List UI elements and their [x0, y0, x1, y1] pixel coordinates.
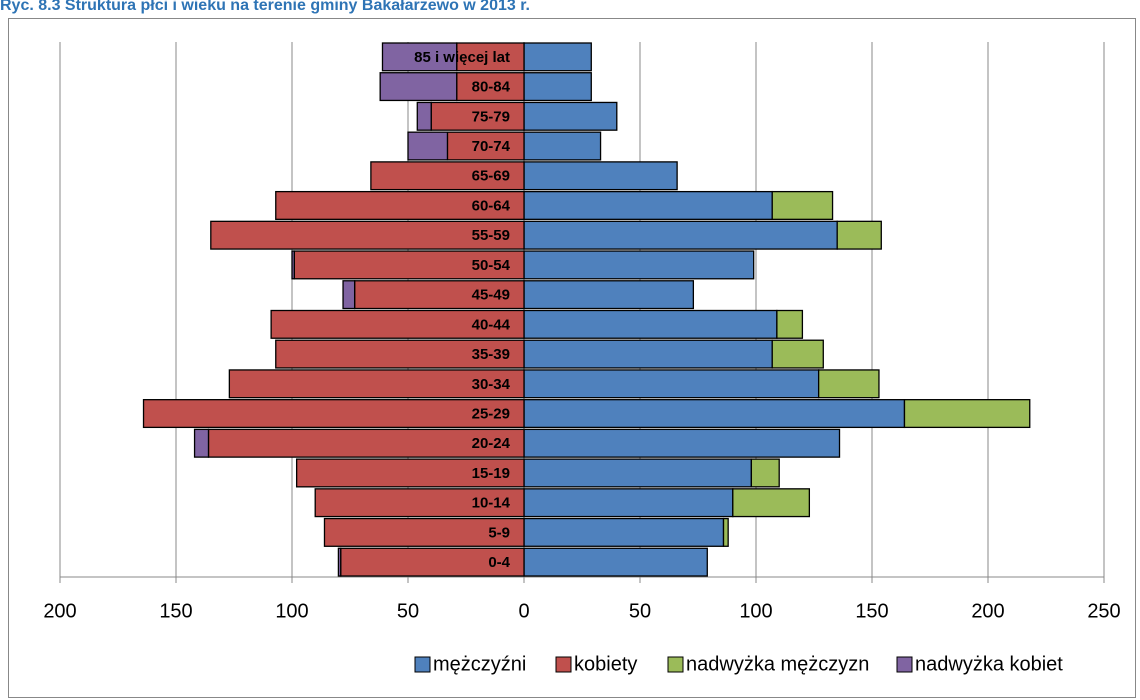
x-tick-label: 50: [397, 600, 419, 622]
category-label: 45-49: [472, 287, 510, 304]
category-label: 30-34: [472, 376, 511, 393]
category-label: 20-24: [472, 435, 511, 452]
legend-swatch: [667, 656, 684, 673]
bar: [523, 42, 592, 72]
x-tick-label: 150: [159, 600, 192, 622]
bar: [523, 190, 773, 220]
bar: [342, 280, 356, 310]
x-tick-label: 200: [971, 600, 1004, 622]
bar: [295, 458, 525, 488]
bar: [275, 339, 525, 369]
legend-label: nadwyżka kobiet: [915, 653, 1063, 675]
bar: [407, 131, 449, 161]
bar: [446, 131, 525, 161]
bar: [523, 309, 778, 339]
bar: [771, 190, 834, 220]
bar: [523, 72, 592, 102]
bar: [275, 190, 525, 220]
category-label: 10-14: [472, 495, 511, 512]
x-tick-label: 150: [855, 600, 888, 622]
category-label: 80-84: [472, 79, 511, 96]
bar: [523, 280, 695, 310]
bar: [142, 399, 525, 429]
category-label: 70-74: [472, 138, 511, 155]
bar: [270, 309, 525, 339]
bar: [430, 101, 525, 131]
x-tick-label: 50: [629, 600, 651, 622]
category-label: 25-29: [472, 405, 510, 422]
bar: [228, 369, 525, 399]
bar: [836, 220, 882, 250]
bar: [523, 131, 602, 161]
x-tick-label: 250: [1087, 600, 1120, 622]
x-tick-label: 100: [275, 600, 308, 622]
bar: [750, 458, 780, 488]
category-label: 5-9: [488, 524, 510, 541]
bar: [293, 250, 525, 280]
category-label: 15-19: [472, 465, 510, 482]
bar: [722, 517, 729, 547]
bar: [370, 161, 525, 191]
bar: [523, 369, 820, 399]
bar: [291, 250, 295, 280]
bar: [379, 72, 458, 102]
category-label: 35-39: [472, 346, 510, 363]
bar: [523, 428, 841, 458]
legend-swatch: [555, 656, 572, 673]
category-label: 65-69: [472, 168, 510, 185]
bar: [776, 309, 804, 339]
legend-swatch: [896, 656, 913, 673]
bar: [771, 339, 824, 369]
category-label: 85 i więcej lat: [414, 49, 510, 66]
x-tick-label: 0: [518, 600, 529, 622]
bar: [416, 101, 432, 131]
bar: [193, 428, 210, 458]
legend-swatch: [414, 656, 431, 673]
bar: [314, 488, 525, 518]
bar: [456, 42, 525, 72]
bar: [732, 488, 811, 518]
bar: [337, 547, 342, 577]
category-label: 75-79: [472, 108, 510, 125]
x-tick-label: 100: [739, 600, 772, 622]
bar: [523, 458, 753, 488]
category-label: 55-59: [472, 227, 510, 244]
bar: [523, 488, 734, 518]
legend-label: mężczyźni: [433, 653, 526, 675]
bar: [210, 220, 525, 250]
legend-label: kobiety: [574, 653, 637, 675]
bar: [523, 161, 678, 191]
bar: [523, 250, 755, 280]
bar: [523, 547, 708, 577]
bar: [381, 42, 458, 72]
category-label: 40-44: [472, 316, 511, 333]
bar: [523, 339, 773, 369]
bar: [207, 428, 525, 458]
bar: [523, 220, 838, 250]
x-tick-label: 200: [43, 600, 76, 622]
category-label: 60-64: [472, 197, 511, 214]
legend-label: nadwyżka mężczyzn: [686, 653, 869, 675]
bar: [817, 369, 880, 399]
category-label: 50-54: [472, 257, 511, 274]
bar: [523, 101, 618, 131]
category-label: 0-4: [488, 554, 510, 571]
chart-title: Ryc. 8.3 Struktura płci i wieku na teren…: [0, 0, 530, 14]
bar: [523, 517, 725, 547]
bar: [523, 399, 906, 429]
bar: [323, 517, 525, 547]
bar: [903, 399, 1031, 429]
bar: [340, 547, 525, 577]
